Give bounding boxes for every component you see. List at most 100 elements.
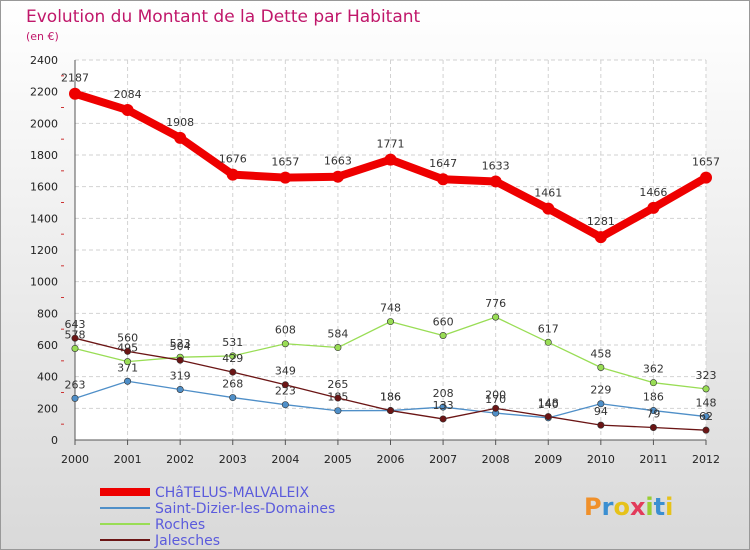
- logo-letter: x: [630, 493, 646, 521]
- data-label: 1908: [166, 116, 194, 129]
- y-tick-label: 0: [51, 434, 58, 447]
- data-point: [700, 171, 712, 184]
- series-2: 578495523531608584748660776617458362323: [65, 297, 717, 393]
- data-point: [386, 407, 394, 415]
- series-layer: 2633713192682231851862081701402291861485…: [61, 72, 720, 434]
- y-tick-label: 600: [37, 339, 58, 352]
- y-tick-label: 400: [37, 371, 58, 384]
- data-point: [229, 352, 237, 360]
- data-label: 1466: [639, 186, 667, 199]
- legend-label: Jalesches: [154, 533, 220, 549]
- data-point: [594, 231, 607, 244]
- data-label: 504: [170, 340, 191, 353]
- data-label: 186: [380, 391, 401, 404]
- data-label: 660: [433, 316, 454, 329]
- data-label: 608: [275, 324, 296, 337]
- series-0: 2187 2084 1908 1676 1657 1663 1771 1647 1633 1461…: [61, 72, 720, 244]
- data-label: 133: [433, 399, 454, 412]
- data-point: [439, 331, 447, 339]
- data-label: 584: [327, 328, 348, 341]
- data-point: [702, 413, 710, 421]
- data-label: 1657: [271, 156, 299, 169]
- data-label: 617: [538, 322, 559, 335]
- data-point: [281, 340, 289, 348]
- data-label: 1281: [587, 215, 615, 228]
- proxiti-logo: Proxiti: [584, 493, 673, 521]
- data-label: 1647: [429, 157, 457, 170]
- data-label: 268: [222, 378, 243, 391]
- data-point: [229, 368, 237, 376]
- logo-letter: o: [613, 493, 630, 521]
- data-point: [281, 401, 289, 409]
- data-point: [124, 358, 132, 366]
- y-tick-label: 2000: [30, 117, 58, 130]
- data-label: 371: [117, 361, 138, 374]
- data-label: 429: [222, 352, 243, 365]
- x-tick-label: 2009: [534, 453, 562, 466]
- legend-label: Roches: [155, 517, 205, 533]
- data-point: [334, 344, 342, 352]
- x-tick-label: 2002: [166, 453, 194, 466]
- data-label: 186: [643, 391, 664, 404]
- data-label: 319: [170, 369, 191, 382]
- data-label: 263: [65, 378, 86, 391]
- data-point: [647, 201, 660, 214]
- data-label: 349: [275, 365, 296, 378]
- x-tick-label: 2008: [482, 453, 510, 466]
- data-label: 458: [590, 347, 611, 360]
- data-point: [492, 404, 500, 412]
- x-tick-label: 2012: [692, 453, 720, 466]
- data-label: 1633: [482, 159, 510, 172]
- y-tick-label: 2400: [30, 54, 58, 67]
- data-point: [384, 153, 397, 166]
- data-point: [71, 394, 79, 402]
- y-tick-label: 1200: [30, 244, 58, 257]
- data-point: [124, 377, 132, 385]
- data-point: [176, 356, 184, 364]
- data-label: 170: [485, 393, 506, 406]
- data-point: [281, 381, 289, 389]
- data-label: 94: [594, 405, 608, 418]
- x-tick-label: 2006: [377, 453, 405, 466]
- data-label: 560: [117, 331, 138, 344]
- x-tick-label: 2005: [324, 453, 352, 466]
- data-point: [121, 104, 134, 117]
- data-point: [331, 170, 344, 183]
- y-tick-label: 800: [37, 307, 58, 320]
- grid: [74, 59, 707, 441]
- x-tick-label: 2004: [271, 453, 299, 466]
- data-point: [71, 344, 79, 352]
- data-point: [334, 394, 342, 402]
- data-label: 148: [538, 397, 559, 410]
- data-point: [279, 171, 292, 184]
- data-label: 1663: [324, 155, 352, 168]
- data-label: 2084: [114, 88, 142, 101]
- data-point: [544, 413, 552, 421]
- data-point: [597, 363, 605, 371]
- data-point: [492, 313, 500, 321]
- x-tick-label: 2007: [429, 453, 457, 466]
- data-point: [544, 338, 552, 346]
- data-label: 1461: [534, 187, 562, 200]
- data-point: [542, 202, 555, 215]
- data-point: [702, 426, 710, 434]
- data-point: [69, 87, 81, 100]
- logo-letter: P: [584, 493, 602, 521]
- y-tick-label: 1400: [30, 212, 58, 225]
- data-label: 643: [65, 318, 86, 331]
- logo-letter: i: [645, 493, 653, 521]
- data-label: 1676: [219, 153, 247, 166]
- data-label: 748: [380, 302, 401, 315]
- data-point: [229, 394, 237, 402]
- chart-subtitle: (en €): [26, 30, 59, 43]
- x-tick-label: 2011: [639, 453, 667, 466]
- data-label: 1657: [692, 156, 720, 169]
- data-point: [649, 379, 657, 387]
- data-label: 265: [327, 378, 348, 391]
- data-label: 223: [275, 385, 296, 398]
- x-tick-label: 2003: [219, 453, 247, 466]
- data-label: 62: [699, 410, 713, 423]
- axes: 0 200 400 600 800 1000 1200 1400 1600 1800 2000 220…: [30, 54, 720, 466]
- data-point: [597, 400, 605, 408]
- data-label: 229: [590, 384, 611, 397]
